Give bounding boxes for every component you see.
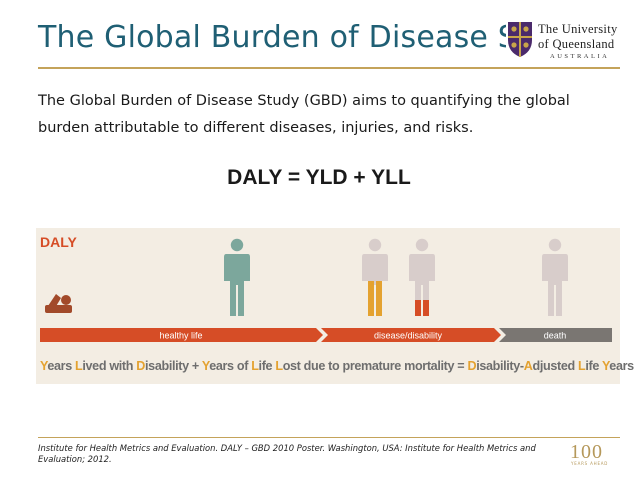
disability-person-icon — [409, 238, 435, 316]
daly-formula: DALY = YLD + YLL — [227, 166, 411, 189]
legend-part: L — [251, 359, 259, 373]
uq-crest-icon — [508, 22, 532, 57]
legend-part: D — [136, 359, 146, 373]
logo-line-3: AUSTRALIA — [550, 53, 610, 60]
legend-part: ears — [47, 359, 76, 373]
legend-part: Y — [201, 359, 210, 373]
page-title: The Global Burden of Disease Stud — [38, 20, 568, 55]
legend-part: A — [523, 359, 533, 373]
legend-part: L — [275, 359, 283, 373]
legend-part: isability- — [476, 359, 524, 373]
centenary-badge: 100 YEARS AHEAD — [570, 441, 614, 470]
legend-part: djusted — [532, 359, 579, 373]
legend-part: ived with — [82, 359, 137, 373]
legend-part: ears of — [209, 359, 252, 373]
baby-icon — [45, 294, 72, 313]
legend-part: L — [75, 359, 83, 373]
badge-number: 100 — [570, 441, 603, 463]
legend-part: ost due to premature mortality = — [282, 359, 468, 373]
life-timeline: healthy life disease/disability death — [40, 328, 612, 342]
badge-subtitle: YEARS AHEAD — [571, 461, 609, 466]
legend-part: D — [467, 359, 477, 373]
healthy-person-icon — [224, 238, 250, 316]
legend-part: Y — [601, 359, 610, 373]
timeline-label-death: death — [544, 331, 567, 341]
timeline-label-disease: disease/disability — [374, 331, 443, 341]
legend-part: ife — [258, 359, 276, 373]
logo-line-1: The University — [538, 22, 618, 36]
legend-part: isability + — [145, 359, 202, 373]
intro-paragraph: The Global Burden of Disease Study (GBD)… — [38, 93, 570, 136]
legend-part: ears — [609, 359, 634, 373]
header-divider — [38, 67, 620, 69]
footer-divider — [38, 437, 620, 438]
legend-part: L — [578, 359, 586, 373]
infographic-graphics: healthy life disease/disability death — [40, 238, 612, 342]
citation: Institute for Health Metrics and Evaluat… — [38, 443, 536, 464]
daly-label: DALY — [40, 234, 77, 250]
university-logo: The University of Queensland AUSTRALIA — [506, 20, 632, 64]
daly-infographic: healthy life disease/disability death DA… — [36, 228, 634, 384]
timeline-label-healthy: healthy life — [159, 331, 202, 341]
legend-part: Y — [40, 359, 48, 373]
logo-line-2: of Queensland — [538, 37, 615, 51]
daly-legend: Years Lived with Disability + Years of L… — [40, 359, 634, 373]
legend-part: ife — [585, 359, 602, 373]
disability-person-icon — [362, 238, 388, 316]
deceased-person-icon — [542, 238, 568, 316]
